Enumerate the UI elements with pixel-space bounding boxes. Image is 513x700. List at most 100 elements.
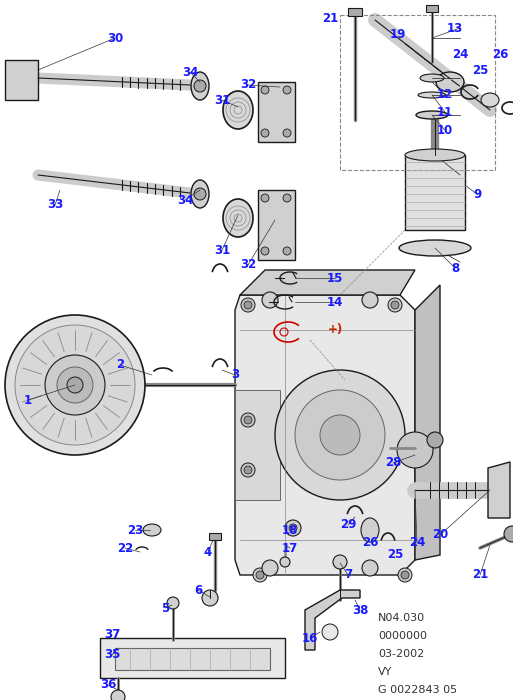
Circle shape xyxy=(362,560,378,576)
Bar xyxy=(405,155,465,230)
Ellipse shape xyxy=(399,240,471,256)
Circle shape xyxy=(194,80,206,92)
Circle shape xyxy=(275,370,405,500)
Text: 24: 24 xyxy=(409,536,425,550)
Text: 21: 21 xyxy=(472,568,488,582)
Circle shape xyxy=(261,247,269,255)
Circle shape xyxy=(283,247,291,255)
Text: 25: 25 xyxy=(387,549,403,561)
Circle shape xyxy=(285,520,301,536)
Circle shape xyxy=(194,188,206,200)
Text: 1: 1 xyxy=(24,393,32,407)
Circle shape xyxy=(320,415,360,455)
Bar xyxy=(209,533,221,540)
Polygon shape xyxy=(415,285,440,560)
Circle shape xyxy=(322,624,338,640)
Text: 7: 7 xyxy=(344,568,352,582)
Polygon shape xyxy=(305,590,360,650)
Text: 32: 32 xyxy=(240,78,256,92)
Ellipse shape xyxy=(436,72,464,92)
Polygon shape xyxy=(235,390,280,500)
Circle shape xyxy=(283,129,291,137)
Text: 17: 17 xyxy=(282,542,298,554)
Circle shape xyxy=(261,86,269,94)
Circle shape xyxy=(253,568,267,582)
Text: 03-2002: 03-2002 xyxy=(378,649,424,659)
Circle shape xyxy=(244,416,252,424)
Text: 16: 16 xyxy=(302,631,318,645)
Bar xyxy=(100,638,285,678)
Circle shape xyxy=(45,355,105,415)
Circle shape xyxy=(262,292,278,308)
Ellipse shape xyxy=(223,199,253,237)
Circle shape xyxy=(283,194,291,202)
Text: 23: 23 xyxy=(127,524,143,536)
Circle shape xyxy=(504,526,513,542)
Text: 37: 37 xyxy=(104,629,120,641)
Circle shape xyxy=(283,86,291,94)
Circle shape xyxy=(5,315,145,455)
Circle shape xyxy=(241,413,255,427)
Circle shape xyxy=(261,194,269,202)
Text: 29: 29 xyxy=(340,519,356,531)
Circle shape xyxy=(391,301,399,309)
Circle shape xyxy=(261,129,269,137)
Ellipse shape xyxy=(143,524,161,536)
Circle shape xyxy=(427,432,443,448)
Text: 25: 25 xyxy=(472,64,488,76)
Text: N04.030: N04.030 xyxy=(378,613,425,623)
Text: 34: 34 xyxy=(182,66,198,78)
Text: 3: 3 xyxy=(231,368,239,382)
Text: 32: 32 xyxy=(240,258,256,272)
Text: 27: 27 xyxy=(512,36,513,48)
Ellipse shape xyxy=(405,149,465,161)
Circle shape xyxy=(256,571,264,579)
Circle shape xyxy=(111,690,125,700)
Circle shape xyxy=(67,377,83,393)
Bar xyxy=(348,8,362,16)
Circle shape xyxy=(57,367,93,403)
Ellipse shape xyxy=(418,92,446,98)
Circle shape xyxy=(289,524,297,532)
Circle shape xyxy=(15,325,135,445)
Circle shape xyxy=(241,463,255,477)
Text: 8: 8 xyxy=(451,262,459,274)
Circle shape xyxy=(362,292,378,308)
Text: 5: 5 xyxy=(161,601,169,615)
Text: 6: 6 xyxy=(194,584,202,596)
Circle shape xyxy=(244,466,252,474)
Circle shape xyxy=(398,568,412,582)
Text: 30: 30 xyxy=(107,32,123,45)
Circle shape xyxy=(262,560,278,576)
Text: G 0022843 05: G 0022843 05 xyxy=(378,685,457,695)
Polygon shape xyxy=(488,462,510,518)
Ellipse shape xyxy=(361,518,379,542)
Polygon shape xyxy=(5,60,38,100)
Circle shape xyxy=(241,298,255,312)
Bar xyxy=(115,648,270,670)
Circle shape xyxy=(280,557,290,567)
Ellipse shape xyxy=(223,91,253,129)
Text: 18: 18 xyxy=(282,524,298,536)
Text: 2: 2 xyxy=(116,358,124,372)
Ellipse shape xyxy=(191,180,209,208)
Bar xyxy=(426,5,438,12)
Ellipse shape xyxy=(191,72,209,100)
Text: 38: 38 xyxy=(352,603,368,617)
Text: 14: 14 xyxy=(327,295,343,309)
Text: 20: 20 xyxy=(432,528,448,542)
Circle shape xyxy=(333,555,347,569)
Text: 0000000: 0000000 xyxy=(378,631,427,641)
Text: 10: 10 xyxy=(437,123,453,136)
Text: 13: 13 xyxy=(447,22,463,34)
Circle shape xyxy=(388,298,402,312)
Text: 26: 26 xyxy=(362,536,378,550)
Text: 15: 15 xyxy=(327,272,343,284)
Text: 22: 22 xyxy=(117,542,133,554)
Polygon shape xyxy=(240,270,415,295)
Text: 21: 21 xyxy=(322,11,338,25)
Text: 4: 4 xyxy=(204,545,212,559)
Text: 34: 34 xyxy=(177,193,193,206)
Text: 19: 19 xyxy=(390,29,406,41)
Text: +): +) xyxy=(327,323,343,337)
